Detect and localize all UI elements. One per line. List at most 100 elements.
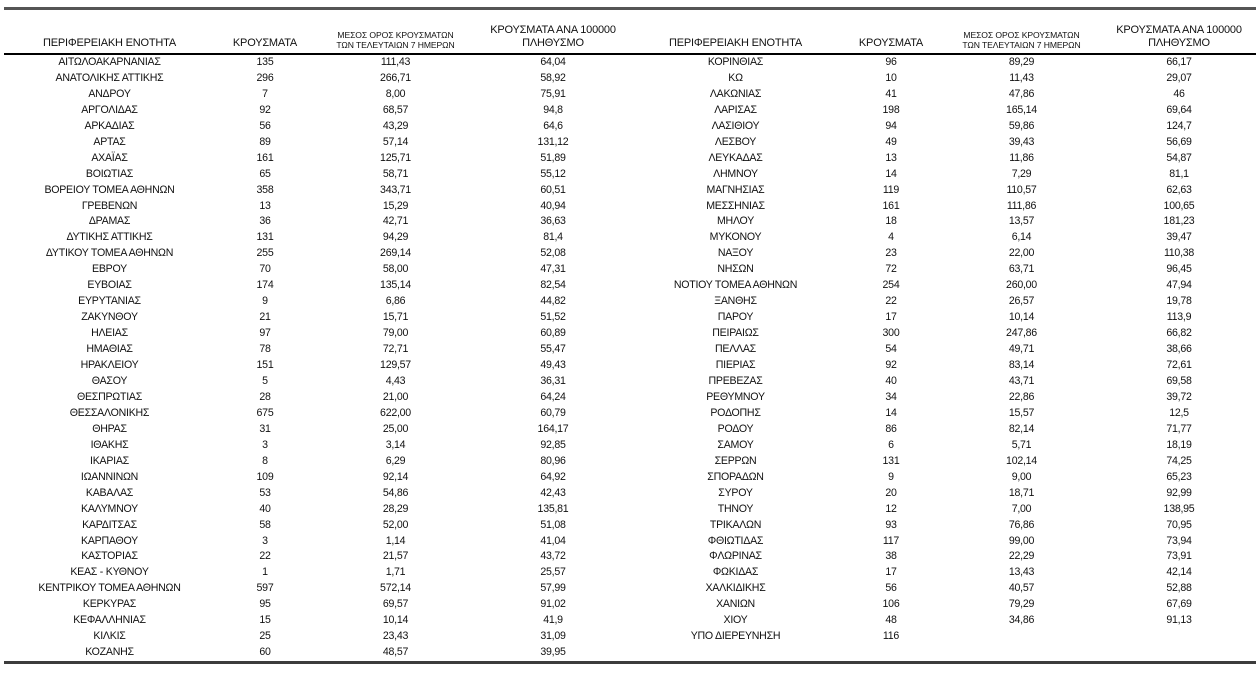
cell-cases: 56 [259, 119, 271, 132]
cell-region: ΦΘΙΩΤΙΔΑΣ [707, 534, 764, 547]
cell-region: ΜΕΣΣΗΝΙΑΣ [706, 199, 765, 212]
cell-region: ΑΝΔΡΟΥ [88, 87, 131, 100]
cell-per100k: 44,82 [540, 295, 566, 308]
header-row: ΠΕΡΙΦΕΡΕΙΑΚΗ ΕΝΟΤΗΤΑ ΚΡΟΥΣΜΑΤΑ ΜΕΣΟΣ ΟΡΟ… [4, 8, 1256, 55]
cell-per100k: 47,94 [1166, 279, 1192, 292]
cell-region: ΕΒΡΟΥ [92, 263, 127, 276]
cell-per100k: 82,54 [540, 279, 566, 292]
header-avg7-left-line1: ΜΕΣΟΣ ΟΡΟΣ ΚΡΟΥΣΜΑΤΩΝ [337, 29, 454, 40]
cell-per100k: 60,51 [540, 183, 566, 196]
cell-cases: 106 [882, 598, 900, 611]
cell-cases: 7 [262, 87, 268, 100]
cell-per100k: 181,23 [1163, 215, 1195, 228]
cell-avg7: 21,00 [382, 390, 409, 403]
cell-region: ΤΡΙΚΑΛΩΝ [709, 518, 762, 531]
cell-per100k: 92,85 [540, 438, 566, 451]
cell-region: ΧΑΛΚΙΔΙΚΗΣ [705, 582, 766, 595]
table-row: ΚΙΛΚΙΣ 25 23,43 31,09 ΥΠΟ ΔΙΕΡΕΥΝΗΣΗ 116 [4, 629, 1256, 645]
cell-avg7: 7,00 [1011, 502, 1032, 515]
cell-region: ΔΡΑΜΑΣ [88, 215, 131, 228]
header-avg7-left: ΜΕΣΟΣ ΟΡΟΣ ΚΡΟΥΣΜΑΤΩΝ ΤΩΝ ΤΕΛΕΥΤΑΙΩΝ 7 Η… [315, 8, 476, 55]
cell-region: ΚΕΑΣ - ΚΥΘΝΟΥ [70, 566, 149, 579]
table-row: ΒΟΙΩΤΙΑΣ 65 58,71 55,12 ΛΗΜΝΟΥ 14 7,29 81,1 [4, 167, 1256, 183]
cell-per100k: 62,63 [1166, 183, 1192, 196]
cell-avg7: 57,14 [382, 135, 409, 148]
cell-avg7: 247,86 [1006, 327, 1037, 340]
cell-per100k: 100,65 [1163, 199, 1195, 212]
cell-region [630, 645, 841, 662]
cell-per100k: 51,89 [540, 151, 566, 164]
cell-avg7: 82,14 [1008, 422, 1035, 435]
cell-region: ΙΘΑΚΗΣ [90, 438, 129, 451]
cell-region: ΒΟΡΕΙΟΥ ΤΟΜΕΑ ΑΘΗΝΩΝ [44, 183, 175, 196]
cell-per100k: 42,14 [1166, 566, 1192, 579]
cell-avg7: 39,43 [1008, 135, 1035, 148]
cell-per100k: 64,92 [540, 470, 566, 483]
cell-avg7: 58,00 [382, 263, 409, 276]
cell-region: ΕΥΡΥΤΑΝΙΑΣ [78, 295, 141, 308]
cell-cases: 92 [259, 103, 271, 116]
table-row: ΑΝΑΤΟΛΙΚΗΣ ΑΤΤΙΚΗΣ 296 266,71 58,92 ΚΩ 10 11,4… [4, 71, 1256, 87]
header-per100k-right-line1: ΚΡΟΥΣΜΑΤΑ ΑΝΑ 100000 [1116, 24, 1242, 36]
cell-avg7: 266,71 [380, 71, 411, 84]
cell-per100k: 64,04 [540, 55, 566, 68]
table-row: ΕΒΡΟΥ 70 58,00 47,31 ΝΗΣΩΝ 72 63,71 96,45 [4, 262, 1256, 278]
cell-region: ΣΠΟΡΑΔΩΝ [707, 470, 764, 483]
table-row: ΓΡΕΒΕΝΩΝ 13 15,29 40,94 ΜΕΣΣΗΝΙΑΣ 161 111,86 10… [4, 199, 1256, 215]
cell-cases: 15 [259, 614, 271, 627]
cell-cases: 49 [885, 135, 897, 148]
table-row: ΔΥΤΙΚΗΣ ΑΤΤΙΚΗΣ 131 94,29 81,4 ΜΥΚΟΝΟΥ 4 6,14 3… [4, 230, 1256, 246]
cell-cases: 675 [256, 406, 274, 419]
cell-per100k: 96,45 [1166, 263, 1192, 276]
cell-cases: 89 [259, 135, 271, 148]
cell-per100k: 113,9 [1166, 311, 1192, 324]
cell-per100k: 55,12 [540, 167, 566, 180]
cell-cases: 117 [882, 534, 900, 547]
cell-region: ΙΚΑΡΙΑΣ [90, 454, 129, 467]
cell-region: ΠΕΙΡΑΙΩΣ [712, 327, 759, 340]
cell-avg7: 54,86 [382, 486, 409, 499]
cell-cases: 41 [885, 87, 897, 100]
cell-cases: 92 [885, 359, 897, 372]
cell-avg7: 7,29 [1011, 167, 1032, 180]
cell-cases: 72 [885, 263, 897, 276]
table-row: ΑΝΔΡΟΥ 7 8,00 75,91 ΛΑΚΩΝΙΑΣ 41 47,86 46 [4, 87, 1256, 103]
cell-region: ΛΗΜΝΟΥ [713, 167, 758, 180]
cell-cases: 10 [885, 71, 897, 84]
table-row: ΚΑΣΤΟΡΙΑΣ 22 21,57 43,72 ΦΛΩΡΙΝΑΣ 38 22,29 73,9… [4, 549, 1256, 565]
cell-cases: 56 [885, 582, 897, 595]
cell-per100k: 73,94 [1166, 534, 1192, 547]
cell-avg7: 40,57 [1008, 582, 1035, 595]
cell-cases: 131 [882, 454, 900, 467]
cell-avg7: 79,29 [1008, 598, 1035, 611]
cell-cases: 161 [882, 199, 900, 212]
cell-avg7: 59,86 [1008, 119, 1035, 132]
table-row: ΑΧΑΪΑΣ 161 125,71 51,89 ΛΕΥΚΑΔΑΣ 13 11,86 54,87 [4, 151, 1256, 167]
cell-avg7: 1,71 [385, 566, 406, 579]
cell-region: ΘΕΣΣΑΛΟΝΙΚΗΣ [69, 406, 150, 419]
cell-avg7: 6,29 [385, 454, 406, 467]
cell-cases: 174 [256, 279, 274, 292]
cell-region: ΛΕΥΚΑΔΑΣ [708, 151, 763, 164]
cell-avg7: 47,86 [1008, 87, 1035, 100]
cell-per100k: 75,91 [540, 87, 566, 100]
cell-cases: 4 [888, 231, 894, 244]
cell-region: ΗΡΑΚΛΕΙΟΥ [80, 359, 139, 372]
cell-cases: 93 [885, 518, 897, 531]
cell-region: ΑΙΤΩΛΟΑΚΑΡΝΑΝΙΑΣ [58, 55, 161, 68]
cell-cases: 78 [259, 343, 271, 356]
cell-region: ΚΑΣΤΟΡΙΑΣ [81, 550, 138, 563]
cell-cases: 597 [256, 582, 274, 595]
cell-region: ΚΟΡΙΝΘΙΑΣ [707, 55, 764, 68]
cell-per100k: 39,72 [1166, 390, 1192, 403]
cell-per100k: 51,08 [540, 518, 566, 531]
cell-per100k: 39,47 [1166, 231, 1192, 244]
table-row: ΑΡΓΟΛΙΔΑΣ 92 68,57 94,8 ΛΑΡΙΣΑΣ 198 165,14 69,6… [4, 103, 1256, 119]
cell-region: ΜΥΚΟΝΟΥ [709, 231, 762, 244]
cell-avg7: 13,43 [1008, 566, 1035, 579]
cell-cases: 119 [882, 183, 900, 196]
cell-avg7: 49,71 [1008, 343, 1035, 356]
cell-per100k: 60,89 [540, 327, 566, 340]
cell-cases: 358 [256, 183, 274, 196]
cell-avg7: 72,71 [382, 343, 409, 356]
